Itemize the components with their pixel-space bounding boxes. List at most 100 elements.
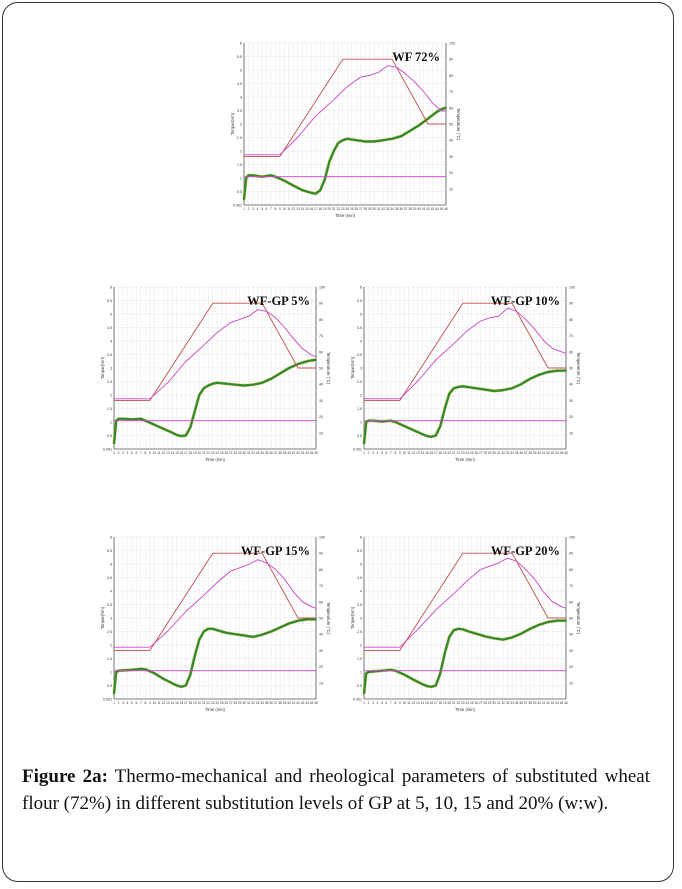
torque-point [355,139,358,142]
torque-point [493,390,496,392]
torque-curve-halo [242,106,447,200]
grid [363,536,567,700]
x-tick-label: 17 [184,701,188,705]
x-tick-label: 8 [395,451,397,455]
x-tick-label: 15 [305,207,309,211]
x-tick-label: 1 [363,701,365,705]
torque-point [493,637,496,640]
torque-point [193,654,196,657]
x-tick-label: 40 [537,701,541,705]
x-tick-label: 34 [510,451,514,455]
y-tick-label: 5.5 [107,299,112,303]
y2-tick-label: 40 [569,633,573,637]
y-tick-label: 3 [360,617,362,621]
torque-point [538,373,540,376]
y-tick-label: 5 [110,313,112,317]
y2-tick-label: 100 [569,286,575,290]
y2-tick-label: 60 [569,350,573,354]
torque-point [243,198,245,201]
y-tick-label: 2.5 [107,380,112,384]
torque-point [466,386,469,388]
y2-tick-label: 100 [569,536,575,540]
x-tick-label: 5 [261,207,263,211]
x-tick-label: 35 [265,701,269,705]
x-tick-label: 40 [417,207,421,211]
x-tick-label: 39 [283,701,287,705]
y-tick-label: 0.5 [107,434,112,438]
x-tick-label: 20 [198,451,202,455]
chart-wf-gp-20: 0.001 0.5 1 1.5 2 2.5 3 3.5 4 4.5 5 5.5 6 10 20 30 40 50 6… [350,532,581,727]
x-tick-label: 8 [275,207,277,211]
torque-curve [112,358,317,444]
y-tick-label: 0.001 [103,447,112,451]
torque-point [511,636,514,639]
x-tick-label: 33 [256,701,260,705]
x-tick-label: 19 [193,451,197,455]
x-tick-label: 44 [305,701,309,705]
torque-point [443,652,446,654]
x-tick-label: 17 [434,701,438,705]
x-tick-label: 23 [341,207,345,211]
x-tick-label: 29 [238,451,242,455]
temperature-dough-line [364,557,567,648]
torque-point [520,383,523,386]
x-tick-label: 3 [252,207,254,211]
temperature-setpoint-line [114,302,316,401]
y2-tick-label: 40 [319,383,323,387]
x-tick-label: 5 [381,701,383,705]
y2-tick-label: 20 [319,665,323,669]
x-tick-label: 27 [229,701,233,705]
torque-point [529,627,531,630]
x-tick-label: 17 [314,207,318,211]
x-tick-label: 45 [310,451,314,455]
torque-point [310,191,313,194]
torque-point [113,442,115,445]
torque-curve [112,618,316,694]
torque-point [365,421,368,423]
x-tick-label: 30 [242,451,246,455]
x-tick-label: 30 [492,701,496,705]
x-tick-label: 3 [372,701,374,705]
torque-point [364,140,367,143]
x-tick-label: 26 [224,701,228,705]
x-tick-label: 2 [368,701,370,705]
x-tick-label: 14 [171,451,175,455]
x-tick-label: 29 [488,451,492,455]
y-tick-label: 3 [240,123,242,127]
temperature-dough-line [244,65,446,156]
torque-point [162,677,165,680]
torque-point [261,633,264,636]
x-tick-label: 31 [247,701,251,705]
temperature-dough-line [114,559,317,648]
torque-point [243,384,246,387]
y-tick-label: 1.5 [357,407,362,411]
y-tick-label: 1 [360,421,362,425]
x-tick-label: 44 [305,451,309,455]
y-tick-label: 5.5 [237,55,242,59]
x-tick-label: 14 [421,701,425,705]
x-tick-label: 32 [251,451,255,455]
torque-point [412,678,415,681]
y-tick-label: 3.5 [107,603,112,607]
x-tick-label: 34 [260,451,264,455]
torque-point [319,189,322,192]
y2-tick-label: 80 [449,74,453,78]
x-tick-label: 2 [248,207,250,211]
x-tick-label: 24 [215,451,219,455]
x-tick-label: 16 [430,701,434,705]
x-tick-label: 15 [175,701,179,705]
x-tick-label: 21 [332,207,336,211]
x-tick-label: 19 [443,701,447,705]
x-tick-label: 39 [533,451,537,455]
x-tick-label: 42 [546,701,550,705]
x-tick-label: 1 [363,451,365,455]
y-tick-label: 3 [110,367,112,371]
x-tick-label: 46 [314,701,318,705]
torque-point [391,137,394,140]
x-tick-label: 28 [483,701,487,705]
chart-svg: 0.001 0.5 1 1.5 2 2.5 3 3.5 4 4.5 5 5.5 6 10 20 30 40 50 6… [350,286,581,463]
y-tick-label: 3.5 [237,109,242,113]
x-axis-label: Time (min) [455,707,475,712]
x-tick-label: 16 [180,701,184,705]
x-tick-label: 10 [283,207,287,211]
